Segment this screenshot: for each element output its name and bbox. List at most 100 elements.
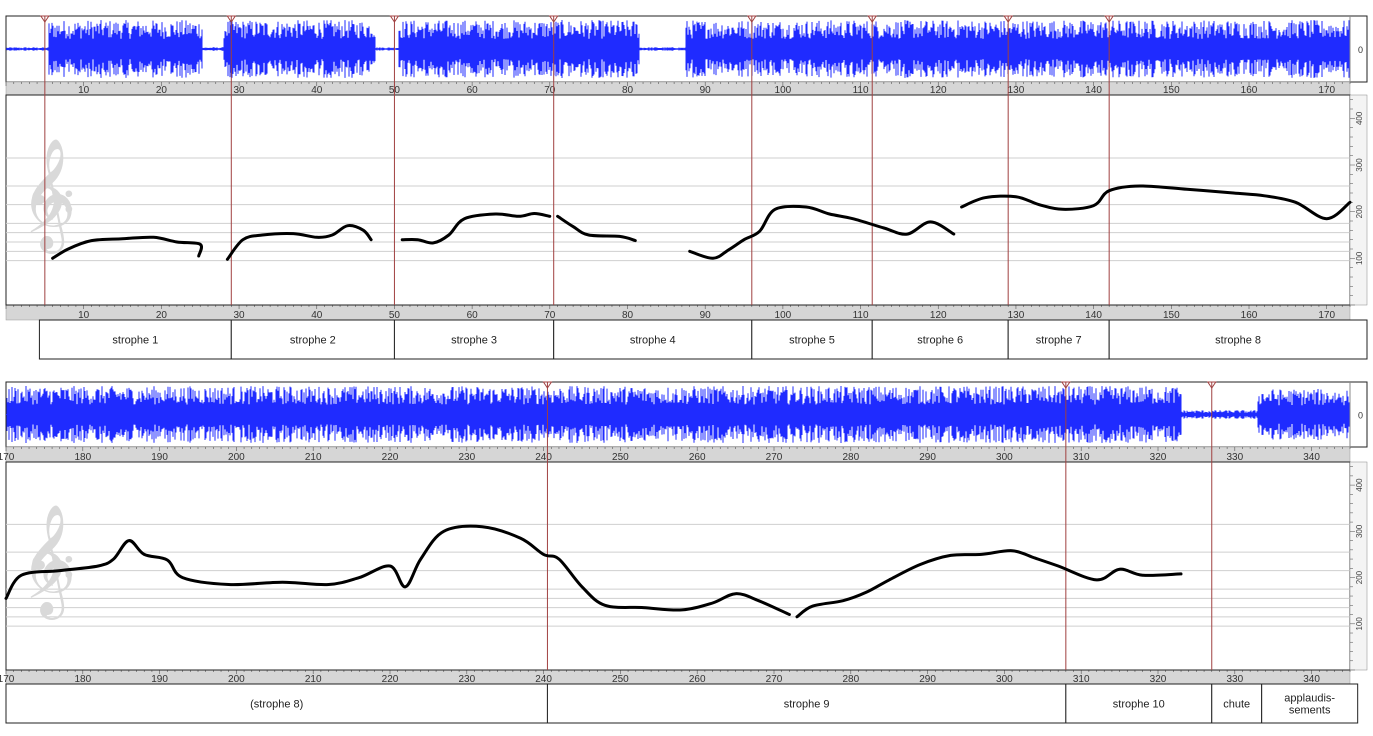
pitch-tick-label: 300	[1355, 524, 1364, 538]
segment-label: strophe 3	[451, 335, 497, 347]
time-axis-bottom: 10 20 30 40 50 60 70 80 90 100 110 120 130 140 150 160 1…	[5, 304, 1351, 321]
time-tick-label: 180	[74, 452, 91, 463]
pitch-curve-6	[960, 184, 1352, 221]
time-tick-label: 120	[930, 310, 947, 321]
time-tick-label: 340	[1303, 674, 1320, 685]
time-tick-label: 160	[1241, 85, 1258, 96]
time-tick-label: 240	[535, 674, 552, 685]
segment-label-row: strophe 1 strophe 2 strophe 3 strophe 4 stro…	[38, 319, 1368, 360]
time-tick-label: 330	[1226, 674, 1243, 685]
segment-marker-handle	[548, 15, 559, 23]
segment-cell: strophe 10	[1065, 683, 1213, 724]
segment-cell: strophe 7	[1007, 319, 1110, 360]
time-tick-label: 90	[700, 310, 712, 321]
segment-label: strophe 8	[1215, 335, 1261, 347]
segment-cell-box	[1007, 319, 1110, 360]
time-tick-label: 160	[1241, 310, 1258, 321]
time-tick-label: 220	[382, 452, 399, 463]
segment-marker-handle	[226, 15, 237, 23]
time-tick-label: 290	[919, 674, 936, 685]
pitch-curve-5	[688, 204, 956, 260]
time-tick-label: 330	[1226, 452, 1243, 463]
time-tick-label: 80	[622, 310, 634, 321]
pitch-scale: 100 200 300 400	[1349, 94, 1368, 306]
pitch-curve-1	[51, 235, 204, 260]
pitch-frame	[5, 94, 1351, 306]
time-tick-label: 270	[766, 674, 783, 685]
segment-marker-handle	[867, 15, 878, 23]
time-tick-label: 230	[458, 674, 475, 685]
time-tick-label: 230	[458, 452, 475, 463]
segment-marker-handle	[746, 15, 757, 23]
time-tick-label: 200	[228, 674, 245, 685]
segment-label: strophe 4	[630, 335, 676, 347]
segment-label-row: (strophe 8) strophe 9 strophe 10 chute appla…	[5, 683, 1359, 724]
segment-cell-box	[230, 319, 395, 360]
waveform	[6, 20, 1350, 78]
segment-cell-box	[546, 683, 1067, 724]
time-axis-bar	[5, 81, 1351, 96]
segment-marker-handle	[1003, 15, 1014, 23]
waveform-zero-label: 0	[1358, 45, 1363, 55]
time-tick-label: 300	[996, 452, 1013, 463]
time-tick-label: 240	[535, 452, 552, 463]
time-tick-label: 280	[842, 452, 859, 463]
time-tick-label: 140	[1085, 310, 1102, 321]
time-tick-label: 170	[0, 452, 15, 463]
time-tick-label: 170	[1318, 85, 1335, 96]
time-tick-label: 300	[996, 674, 1013, 685]
segment-label: applaudis-sements	[1284, 693, 1335, 717]
time-tick-label: 170	[0, 674, 15, 685]
segment-cell: (strophe 8)	[5, 683, 548, 724]
time-tick-label: 150	[1163, 310, 1180, 321]
time-tick-label: 320	[1150, 452, 1167, 463]
time-tick-label: 340	[1303, 452, 1320, 463]
bass-clef-icon: 𝄢	[25, 540, 75, 628]
segment-label: strophe 7	[1036, 335, 1082, 347]
panel-2: 0 170 180 190 200 210 220 230 240 250 260 270 280 290…	[0, 381, 1368, 724]
segment-marker-handle	[1104, 15, 1115, 23]
time-tick-label: 210	[305, 452, 322, 463]
time-tick-label: 140	[1085, 85, 1102, 96]
pitch-curve-2	[795, 549, 1183, 619]
bass-clef-icon: 𝄢	[25, 174, 75, 262]
segment-label: strophe 5	[789, 335, 835, 347]
segment-cell: strophe 4	[553, 319, 753, 360]
segment-cell: strophe 8	[1108, 319, 1368, 360]
time-tick-label: 50	[389, 310, 401, 321]
segment-label: strophe 2	[290, 335, 336, 347]
segment-cell-box	[1108, 319, 1368, 360]
treble-clef-icon: 𝄞	[20, 505, 77, 620]
segment-label: (strophe 8)	[250, 699, 303, 711]
time-tick-label: 290	[919, 452, 936, 463]
pitch-curve-1	[4, 524, 791, 616]
time-tick-label: 80	[622, 85, 634, 96]
time-tick-label: 270	[766, 452, 783, 463]
treble-clef-icon: 𝄞	[20, 139, 77, 254]
time-tick-label: 320	[1150, 674, 1167, 685]
time-tick-label: 190	[151, 674, 168, 685]
time-tick-label: 20	[156, 85, 168, 96]
pitch-frame	[5, 461, 1351, 671]
time-tick-label: 20	[156, 310, 168, 321]
time-tick-label: 260	[689, 674, 706, 685]
time-tick-label: 250	[612, 674, 629, 685]
segment-cell-box	[553, 319, 753, 360]
pitch-tick-label: 400	[1355, 478, 1364, 492]
segment-cell: strophe 1	[38, 319, 232, 360]
panel-1: 0 10 20 30 40 50 60 70 80 90 100 110 120 130 140 150 160…	[5, 15, 1368, 360]
pitch-tick-label: 200	[1355, 570, 1364, 584]
time-tick-label: 30	[234, 310, 246, 321]
segment-cell: strophe 3	[393, 319, 555, 360]
segment-cell: strophe 6	[871, 319, 1009, 360]
pitch-curve-4	[556, 214, 637, 243]
time-tick-label: 170	[1318, 310, 1335, 321]
time-tick-label: 60	[467, 85, 479, 96]
pitch-tick-label: 300	[1355, 158, 1364, 172]
time-tick-label: 120	[930, 85, 947, 96]
time-tick-label: 130	[1008, 310, 1025, 321]
pitch-curve-3	[400, 212, 552, 245]
segment-label: strophe 6	[917, 335, 963, 347]
time-tick-label: 200	[228, 452, 245, 463]
